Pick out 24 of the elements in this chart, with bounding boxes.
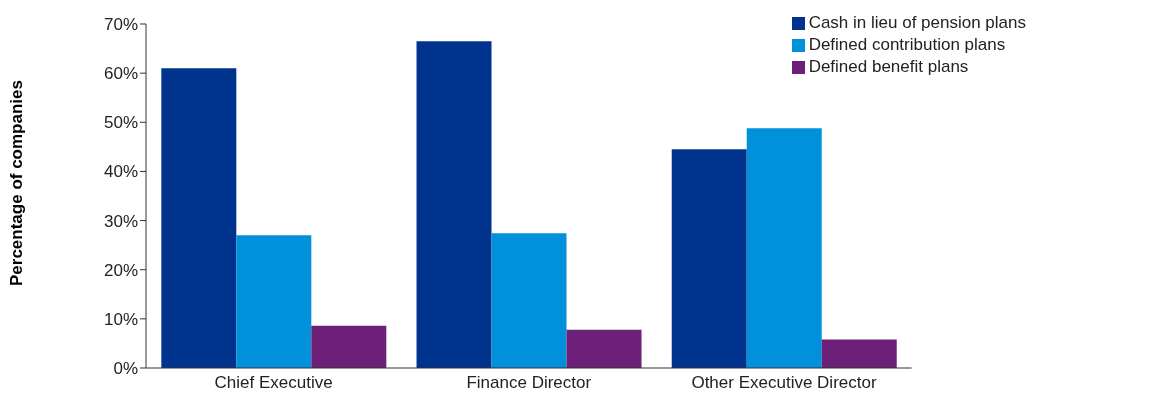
y-tick-label: 50% [103,113,138,133]
legend-label: Defined contribution plans [808,35,1006,54]
bar [746,128,822,368]
bar [416,41,492,368]
y-tick-label: 60% [103,64,138,84]
y-tick-label: 0% [113,359,138,379]
y-tick-label: 10% [103,309,138,329]
x-tick-label: Other Executive Director [691,373,877,393]
bar [821,339,897,368]
y-tick-label: 70% [103,15,138,35]
y-tick-label: 40% [103,162,138,182]
y-tick-label: 30% [103,211,138,231]
bar [671,149,747,368]
bar [566,329,642,368]
legend-label: Defined benefit plans [808,57,969,76]
y-axis-title: Percentage of companies [7,80,27,286]
x-tick-label: Finance Director [466,373,592,393]
x-tick-label: Chief Executive [214,373,333,393]
bar [311,325,387,368]
bar [161,68,237,368]
y-tick-label: 20% [103,260,138,280]
bar [236,235,312,368]
legend-label: Cash in lieu of pension plans [808,13,1026,32]
bar [491,233,567,368]
